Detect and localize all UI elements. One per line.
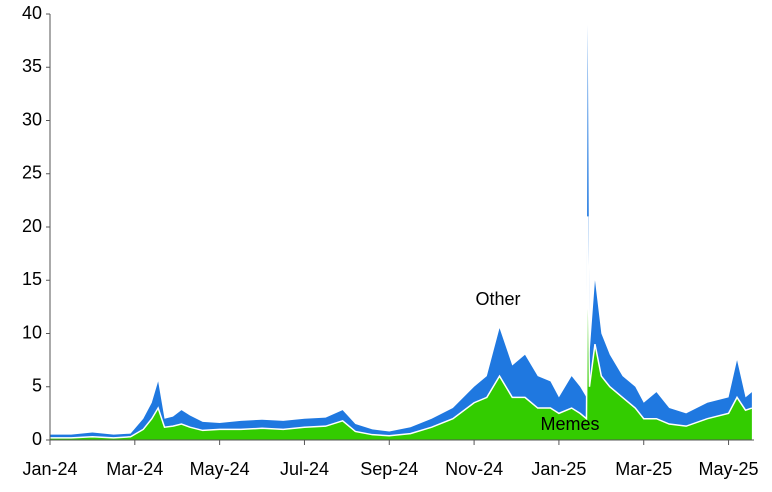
x-tick-label: May-25 bbox=[699, 459, 759, 479]
x-tick-label: Sep-24 bbox=[360, 459, 418, 479]
x-tick-label: Mar-24 bbox=[106, 459, 163, 479]
x-tick-label: Mar-25 bbox=[615, 459, 672, 479]
x-tick-label: May-24 bbox=[190, 459, 250, 479]
y-tick-label: 5 bbox=[32, 376, 42, 396]
series-label: Memes bbox=[540, 414, 599, 434]
series-label: Other bbox=[475, 289, 520, 309]
y-tick-label: 25 bbox=[22, 163, 42, 183]
x-tick-label: Jan-24 bbox=[22, 459, 77, 479]
y-tick-label: 20 bbox=[22, 216, 42, 236]
y-tick-label: 0 bbox=[32, 429, 42, 449]
area bbox=[50, 24, 752, 438]
x-tick-label: Nov-24 bbox=[445, 459, 503, 479]
y-tick-label: 15 bbox=[22, 269, 42, 289]
x-tick-label: Jan-25 bbox=[531, 459, 586, 479]
y-tick-label: 40 bbox=[22, 3, 42, 23]
y-tick-label: 30 bbox=[22, 109, 42, 129]
y-tick-label: 35 bbox=[22, 56, 42, 76]
x-tick-label: Jul-24 bbox=[280, 459, 329, 479]
y-tick-label: 10 bbox=[22, 322, 42, 342]
